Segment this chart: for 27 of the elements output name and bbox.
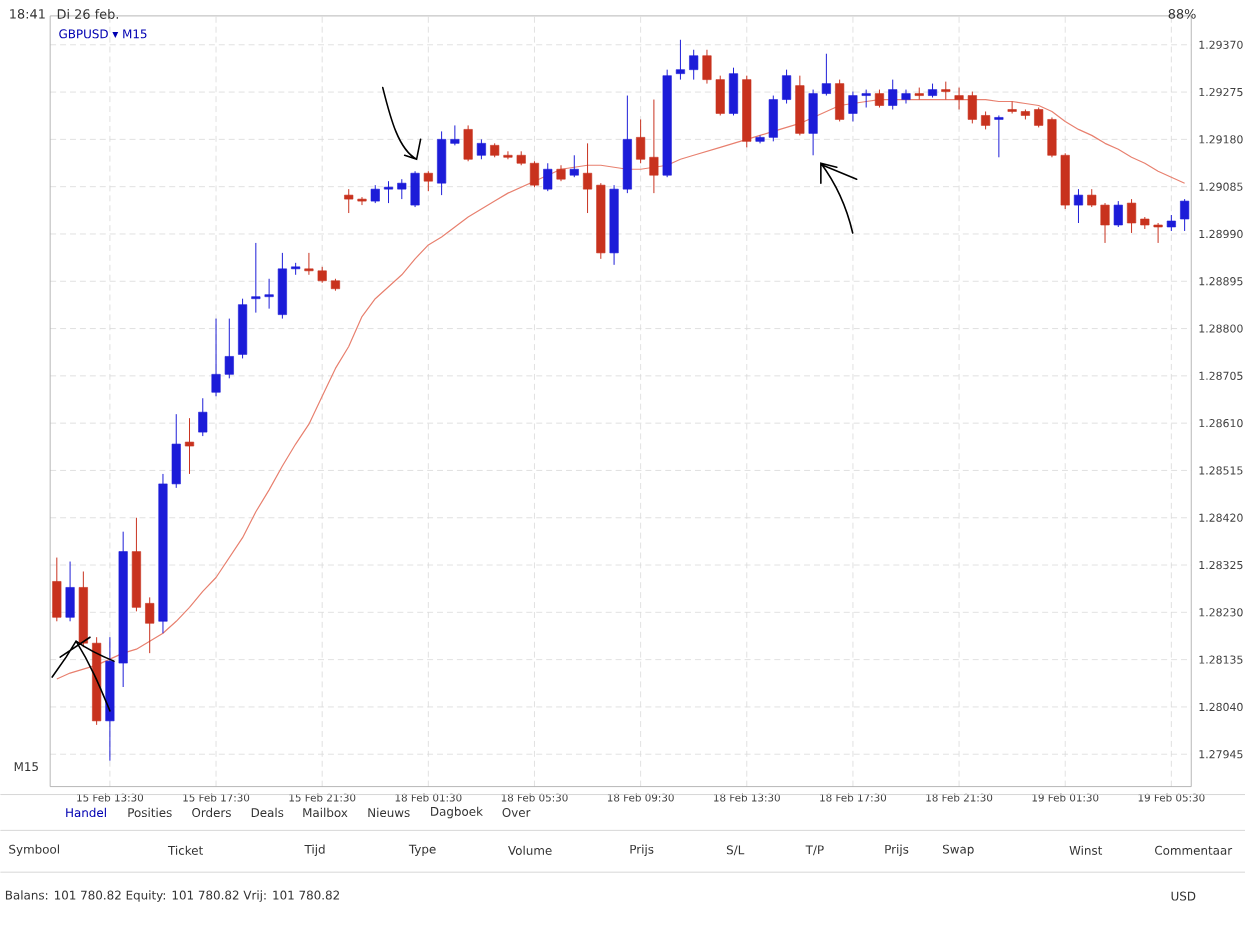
candlestick: [1007, 101, 1017, 115]
candlestick: [476, 138, 486, 160]
candlestick: [795, 75, 805, 136]
candlestick: [1113, 200, 1123, 228]
candlestick: [782, 69, 792, 105]
candlestick: [835, 79, 845, 122]
candlestick: [583, 142, 593, 214]
candlestick: [569, 154, 579, 178]
candlestick: [184, 417, 195, 475]
candlestick: [198, 397, 208, 437]
candlestick: [463, 124, 473, 162]
candlestick: [423, 170, 433, 192]
candlestick: [450, 124, 460, 146]
candlestick: [529, 160, 540, 188]
candlestick: [437, 130, 447, 196]
candlestick: [383, 180, 394, 204]
candlestick: [1127, 198, 1137, 234]
candlestick: [543, 162, 553, 192]
candlestick: [65, 561, 75, 622]
candlestick: [1180, 198, 1190, 232]
candlestick: [994, 115, 1004, 158]
candlestick: [675, 39, 685, 81]
candlestick: [689, 49, 699, 81]
candlestick: [145, 596, 155, 654]
candlestick: [1073, 188, 1084, 224]
candlestick: [52, 557, 62, 622]
candlestick: [728, 67, 739, 116]
